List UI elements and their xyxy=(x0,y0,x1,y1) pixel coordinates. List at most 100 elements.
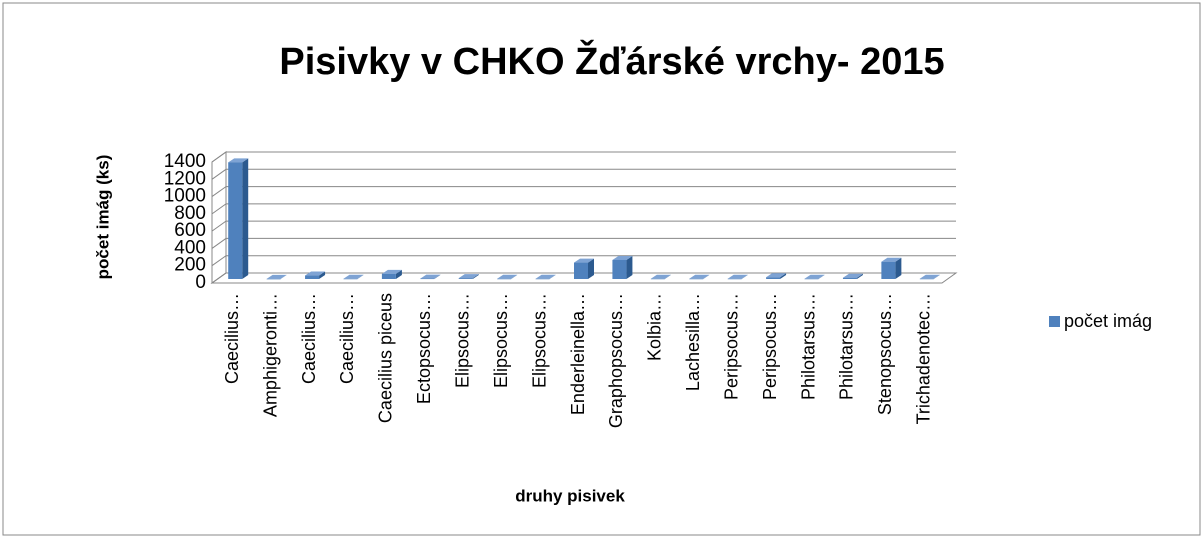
bar-front xyxy=(266,278,281,280)
bar-top xyxy=(497,274,518,279)
bar xyxy=(381,269,402,279)
chart-title: Pisivky v CHKO Žďárské vrchy- 2015 xyxy=(279,39,944,83)
bar-side xyxy=(395,269,402,279)
bar-front xyxy=(689,278,704,280)
bar-side xyxy=(280,274,287,279)
grid-line xyxy=(211,220,956,232)
bar xyxy=(574,258,594,279)
bar-front xyxy=(842,277,857,279)
grid-line xyxy=(211,237,956,249)
bar xyxy=(804,274,825,280)
x-tick-label: Caecilius piceus xyxy=(376,293,396,423)
y-axis-title: počet imág (ks) xyxy=(93,155,112,280)
grid-line xyxy=(211,255,956,267)
grid-line xyxy=(211,203,956,215)
chart-frame xyxy=(2,2,1201,536)
bar-top xyxy=(381,269,402,274)
bar-top xyxy=(804,274,825,279)
bar-side xyxy=(741,274,748,279)
x-tick-label: Stenopsocus… xyxy=(875,293,895,415)
y-tick-label: 600 xyxy=(174,220,206,241)
bar-front xyxy=(381,273,396,279)
bar xyxy=(497,274,518,280)
bar-top xyxy=(650,274,671,279)
y-tick-label: 200 xyxy=(174,255,206,276)
bar-front xyxy=(420,278,435,280)
bar-top xyxy=(766,273,787,278)
bar-side xyxy=(472,274,479,279)
x-tick-label: Peripsocus… xyxy=(760,293,780,400)
x-tick-label: Graphopsocus… xyxy=(606,293,626,428)
bar-side xyxy=(856,273,863,279)
bar xyxy=(420,274,441,280)
bar-side xyxy=(319,271,326,279)
bar-side xyxy=(434,274,441,279)
bar xyxy=(266,274,287,280)
bar-front xyxy=(727,278,742,280)
bar-side xyxy=(703,274,710,279)
bar-front xyxy=(574,262,588,279)
bar-front xyxy=(458,278,473,279)
x-axis-title: druhy pisivek xyxy=(515,486,625,505)
x-tick-label: Elipsocus… xyxy=(491,293,511,388)
bar xyxy=(727,274,748,280)
bar-side xyxy=(511,274,518,279)
x-tick-label: Caecilius… xyxy=(299,293,319,384)
x-tick-label: Amphigeronti… xyxy=(260,293,280,417)
bar-front xyxy=(881,261,896,279)
bar xyxy=(612,255,633,279)
bar-top xyxy=(343,274,364,279)
bar-top xyxy=(420,274,441,279)
bar-side xyxy=(664,274,671,279)
bar-top xyxy=(842,273,863,278)
y-tick-label: 0 xyxy=(195,272,206,293)
bar-side xyxy=(242,158,249,279)
x-tick-label: Lachesilla… xyxy=(683,293,703,391)
bar xyxy=(881,257,902,279)
y-tick-label: 800 xyxy=(174,203,206,224)
bar-top xyxy=(881,257,902,262)
bar-side xyxy=(895,257,902,279)
bar-side xyxy=(549,274,556,279)
grid-line xyxy=(211,151,956,163)
bar-front xyxy=(343,278,358,280)
legend-swatch xyxy=(1049,316,1060,327)
bar-side xyxy=(357,274,364,279)
bar-top xyxy=(228,158,249,163)
x-tick-label: Peripsocus… xyxy=(721,293,741,400)
bar-side xyxy=(588,258,594,279)
grid-line xyxy=(211,186,956,197)
bar-front xyxy=(804,278,819,280)
bar-side xyxy=(626,255,633,279)
bar-front xyxy=(305,275,320,279)
bar xyxy=(689,274,710,280)
bar-top xyxy=(535,274,556,279)
bar-top xyxy=(458,274,479,279)
bar-side xyxy=(780,273,787,279)
bar-side xyxy=(818,274,825,279)
x-tick-label: Caecilius… xyxy=(337,293,357,384)
bar xyxy=(919,274,940,280)
x-tick-label: Elipsocus… xyxy=(452,293,472,388)
bar-front xyxy=(919,278,934,280)
bar-front xyxy=(612,259,627,279)
x-tick-label: Philotarsus… xyxy=(837,293,857,400)
bar xyxy=(228,158,249,279)
x-tick-label: Caecilius… xyxy=(222,293,242,384)
x-tick-label: Philotarsus… xyxy=(798,293,818,400)
grid-line xyxy=(211,168,956,180)
y-tick-label: 1200 xyxy=(164,168,206,189)
x-tick-label: Elipsocus… xyxy=(529,293,549,388)
bar xyxy=(343,274,364,280)
x-tick-label: Enderleinella… xyxy=(568,293,588,415)
y-tick-label: 1400 xyxy=(164,151,206,172)
bar-top xyxy=(919,274,940,279)
x-tick-label: Trichadenotec… xyxy=(914,293,934,424)
y-tick-label: 1000 xyxy=(164,186,206,207)
bar xyxy=(650,274,671,280)
bar xyxy=(766,273,787,279)
bar-top xyxy=(305,271,326,276)
bar-top xyxy=(727,274,748,279)
x-tick-label: Kolbia… xyxy=(645,293,665,361)
